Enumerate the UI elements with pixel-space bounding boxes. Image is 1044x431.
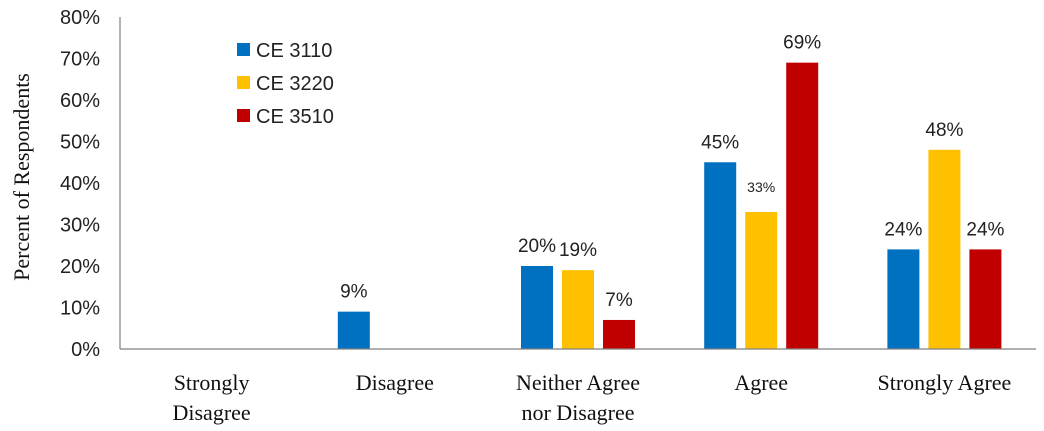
legend-label: CE 3220	[256, 73, 334, 95]
legend-label: CE 3110	[256, 40, 332, 62]
y-tick-label: 80%	[60, 7, 100, 29]
y-tick-label: 40%	[60, 173, 100, 195]
data-label: 24%	[884, 219, 922, 240]
bar	[887, 249, 920, 349]
y-axis-label: Percent of Respondents	[9, 73, 34, 281]
bar	[704, 162, 737, 349]
legend-swatch	[237, 109, 250, 122]
x-category-label: Disagree	[356, 370, 434, 395]
y-tick-label: 60%	[60, 90, 100, 112]
x-category-label: Disagree	[173, 400, 251, 425]
bar	[969, 249, 1002, 349]
data-label: 45%	[701, 132, 739, 153]
data-label: 24%	[966, 219, 1004, 240]
data-label: 69%	[783, 33, 821, 54]
legend: CE 3110 CE 3220 CE 3510	[237, 40, 334, 128]
x-axis-categories: Strongly Disagree Disagree Neither Agree nor…	[173, 370, 1012, 425]
data-label: 48%	[925, 120, 963, 141]
x-category-label: Strongly	[174, 370, 250, 395]
bar	[928, 149, 961, 349]
y-tick-label: 20%	[60, 256, 100, 278]
data-label: 33%	[747, 179, 775, 195]
y-tick-label: 50%	[60, 132, 100, 154]
data-label: 20%	[518, 236, 556, 257]
bar	[603, 319, 635, 349]
y-tick-label: 10%	[60, 298, 100, 320]
legend-label: CE 3510	[256, 106, 334, 128]
bar	[521, 266, 553, 349]
x-category-label: Strongly Agree	[877, 370, 1011, 395]
data-labels: 9% 20% 19% 7% 45% 33% 69% 24% 48% 24%	[340, 33, 1004, 311]
bar	[745, 212, 778, 349]
data-label: 9%	[340, 282, 368, 303]
legend-swatch	[237, 76, 250, 89]
bars	[337, 62, 1002, 350]
x-category-label: nor Disagree	[521, 400, 634, 425]
legend-swatch	[237, 43, 250, 56]
data-label: 7%	[605, 290, 633, 311]
y-tick-label: 70%	[60, 49, 100, 71]
y-tick-label: 30%	[60, 215, 100, 237]
bar	[562, 270, 594, 349]
y-tick-label: 0%	[71, 339, 100, 361]
y-axis-ticks: 0% 10% 20% 30% 40% 50% 60% 70% 80%	[60, 7, 100, 361]
data-label: 19%	[559, 240, 597, 261]
bar	[786, 62, 819, 350]
bar	[337, 311, 370, 349]
x-category-label: Agree	[734, 370, 788, 395]
x-category-label: Neither Agree	[516, 370, 640, 395]
